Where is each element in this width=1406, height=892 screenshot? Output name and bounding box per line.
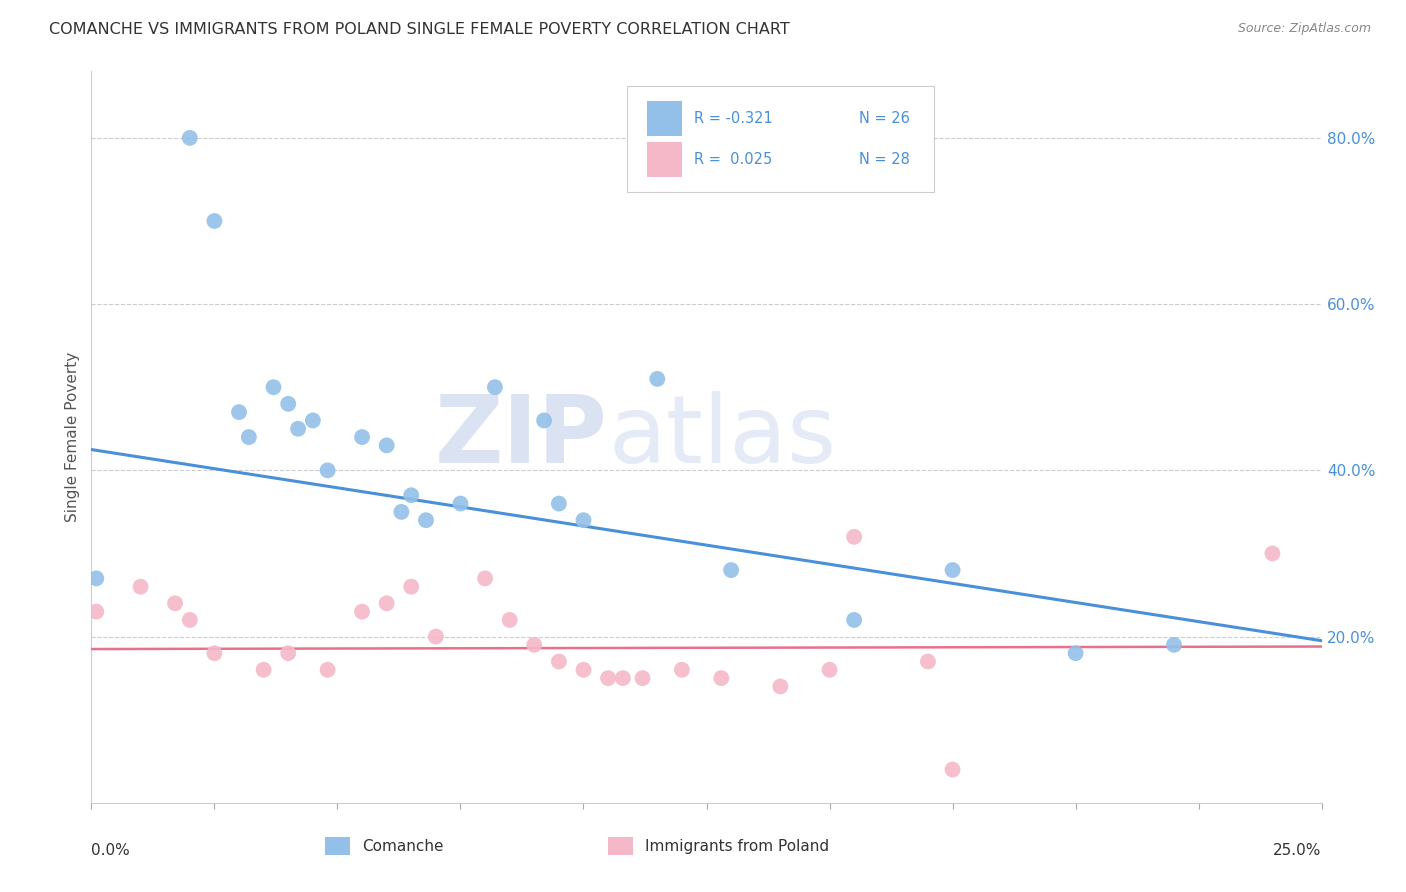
- Point: [720, 563, 742, 577]
- Point: [262, 380, 284, 394]
- Point: [425, 630, 447, 644]
- Point: [389, 505, 413, 519]
- Point: [533, 413, 555, 427]
- Point: [612, 671, 634, 685]
- Point: [202, 214, 225, 228]
- Point: [179, 131, 201, 145]
- Point: [253, 663, 276, 677]
- Point: [474, 571, 496, 585]
- Point: [572, 663, 595, 677]
- Point: [769, 680, 792, 694]
- Point: [842, 613, 865, 627]
- Text: Source: ZipAtlas.com: Source: ZipAtlas.com: [1237, 22, 1371, 36]
- Text: N = 28: N = 28: [859, 152, 910, 167]
- Text: atlas: atlas: [607, 391, 837, 483]
- Text: Comanche: Comanche: [363, 839, 443, 855]
- Point: [941, 763, 963, 777]
- Point: [1261, 546, 1284, 560]
- Point: [399, 488, 422, 502]
- Text: COMANCHE VS IMMIGRANTS FROM POLAND SINGLE FEMALE POVERTY CORRELATION CHART: COMANCHE VS IMMIGRANTS FROM POLAND SINGL…: [49, 22, 790, 37]
- Point: [596, 671, 619, 685]
- Text: 0.0%: 0.0%: [91, 843, 131, 858]
- Point: [671, 663, 693, 677]
- Bar: [647, 142, 682, 177]
- Point: [399, 580, 422, 594]
- FancyBboxPatch shape: [627, 86, 934, 192]
- Point: [631, 671, 654, 685]
- Point: [917, 655, 939, 669]
- Point: [179, 613, 201, 627]
- Point: [375, 596, 398, 610]
- Point: [287, 422, 309, 436]
- Y-axis label: Single Female Poverty: Single Female Poverty: [65, 352, 80, 522]
- Bar: [647, 102, 682, 136]
- Point: [449, 497, 471, 511]
- Point: [547, 655, 569, 669]
- Text: Immigrants from Poland: Immigrants from Poland: [645, 839, 830, 855]
- Text: R = -0.321: R = -0.321: [695, 112, 773, 127]
- Point: [523, 638, 546, 652]
- Point: [484, 380, 506, 394]
- Point: [1163, 638, 1185, 652]
- Point: [163, 596, 186, 610]
- Point: [352, 605, 374, 619]
- Point: [86, 571, 108, 585]
- Point: [277, 646, 299, 660]
- Point: [352, 430, 374, 444]
- Point: [202, 646, 225, 660]
- Point: [238, 430, 260, 444]
- Point: [316, 663, 339, 677]
- Text: 25.0%: 25.0%: [1274, 843, 1322, 858]
- Text: ZIP: ZIP: [436, 391, 607, 483]
- Point: [818, 663, 841, 677]
- Point: [1064, 646, 1087, 660]
- Point: [129, 580, 152, 594]
- Point: [645, 372, 669, 386]
- Point: [941, 563, 963, 577]
- Text: N = 26: N = 26: [859, 112, 910, 127]
- Bar: [325, 838, 350, 855]
- Point: [842, 530, 865, 544]
- Point: [228, 405, 250, 419]
- Point: [301, 413, 323, 427]
- Point: [86, 605, 108, 619]
- Point: [375, 438, 398, 452]
- Point: [572, 513, 595, 527]
- Point: [710, 671, 733, 685]
- Point: [316, 463, 339, 477]
- Point: [547, 497, 569, 511]
- Point: [277, 397, 299, 411]
- Text: R =  0.025: R = 0.025: [695, 152, 772, 167]
- Point: [498, 613, 520, 627]
- Point: [415, 513, 437, 527]
- Bar: [607, 838, 633, 855]
